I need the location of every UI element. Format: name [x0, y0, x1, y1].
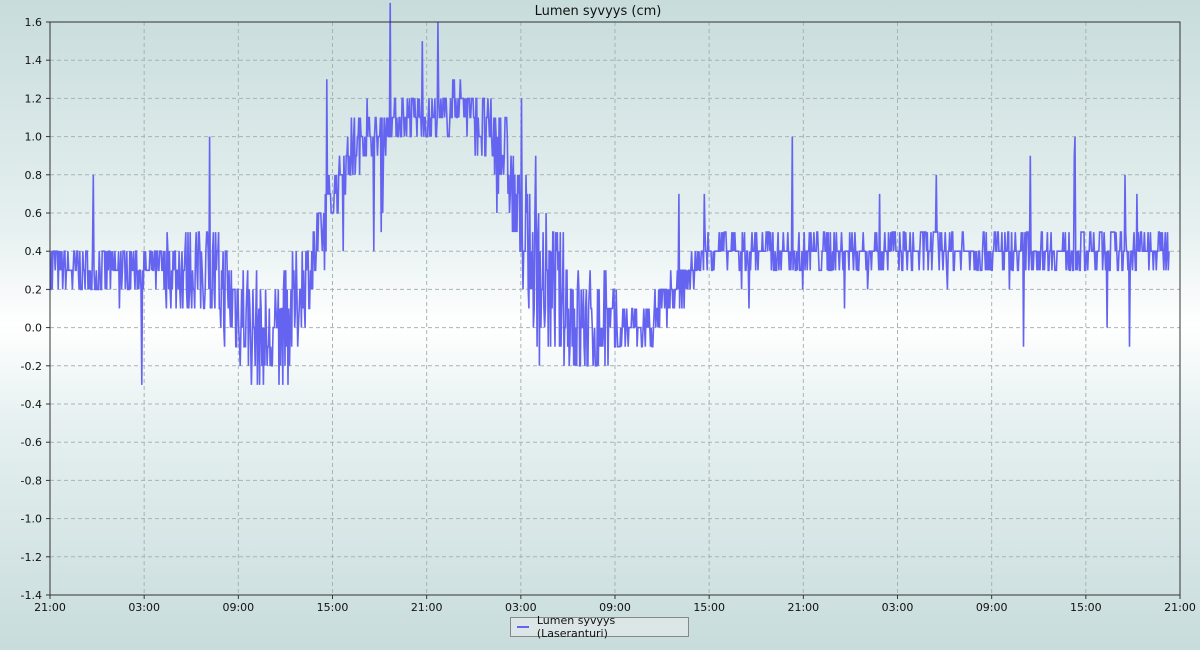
- y-tick-label: 0.4: [25, 245, 43, 258]
- series-line: [49, 2, 1170, 385]
- y-tick-label: 1.6: [25, 16, 43, 29]
- y-tick-label: -0.4: [21, 398, 42, 411]
- y-tick-label: 1.0: [25, 131, 43, 144]
- legend: Lumen syvyys (Laseranturi): [510, 614, 689, 640]
- y-tick-label: -1.0: [21, 513, 42, 526]
- y-tick-label: 1.4: [25, 54, 43, 67]
- x-axis: 21:00 03:00 09:00 15:00 21:00 03:00 09:00 15:00…: [34, 595, 1196, 614]
- y-tick-label: 0.0: [25, 322, 43, 335]
- x-tick-label: 21:00: [787, 601, 819, 614]
- x-tick-label: 15:00: [317, 601, 349, 614]
- legend-label: Lumen syvyys (Laseranturi): [536, 614, 616, 640]
- y-tick-label: -0.6: [21, 436, 42, 449]
- chart-title: Lumen syvyys (cm): [535, 4, 662, 19]
- x-tick-label: 21:00: [34, 601, 66, 614]
- series-lumen-syvyys: [49, 2, 1170, 385]
- x-tick-label: 21:00: [1164, 601, 1196, 614]
- y-tick-label: -1.2: [21, 551, 42, 564]
- x-tick-label: 21:00: [411, 601, 443, 614]
- y-tick-label: 0.6: [25, 207, 43, 220]
- grid: [50, 22, 1180, 595]
- y-tick-label: -0.8: [21, 474, 42, 487]
- x-tick-label: 09:00: [222, 601, 254, 614]
- y-tick-label: -1.4: [21, 589, 42, 602]
- x-tick-label: 09:00: [976, 601, 1008, 614]
- y-tick-label: 0.2: [25, 283, 43, 296]
- y-tick-label: 1.2: [25, 92, 43, 105]
- legend-swatch: [517, 626, 529, 628]
- y-axis: -1.4 -1.2 -1.0 -0.8 -0.6 -0.4 -0.2 0.0 0.2 0.4 0.6…: [21, 16, 50, 602]
- x-tick-label: 09:00: [599, 601, 631, 614]
- x-tick-label: 03:00: [505, 601, 537, 614]
- y-tick-label: -0.2: [21, 360, 42, 373]
- x-tick-label: 15:00: [1070, 601, 1102, 614]
- x-tick-label: 03:00: [128, 601, 160, 614]
- x-tick-label: 15:00: [693, 601, 725, 614]
- y-tick-label: 0.8: [25, 169, 43, 182]
- x-tick-label: 03:00: [882, 601, 914, 614]
